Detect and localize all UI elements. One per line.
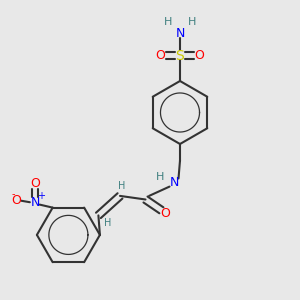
Text: H: H xyxy=(188,16,196,27)
Text: H: H xyxy=(118,181,125,191)
Text: H: H xyxy=(104,218,112,228)
Text: -: - xyxy=(12,189,15,199)
Text: H: H xyxy=(155,172,164,182)
Text: O: O xyxy=(195,49,204,62)
Text: +: + xyxy=(37,190,45,201)
Text: N: N xyxy=(175,26,185,40)
Text: H: H xyxy=(164,16,172,27)
Text: O: O xyxy=(156,49,165,62)
Text: O: O xyxy=(30,177,40,190)
Text: O: O xyxy=(11,194,21,207)
Text: S: S xyxy=(176,49,184,62)
Text: N: N xyxy=(31,196,40,209)
Text: N: N xyxy=(169,176,179,190)
Text: O: O xyxy=(160,207,170,220)
